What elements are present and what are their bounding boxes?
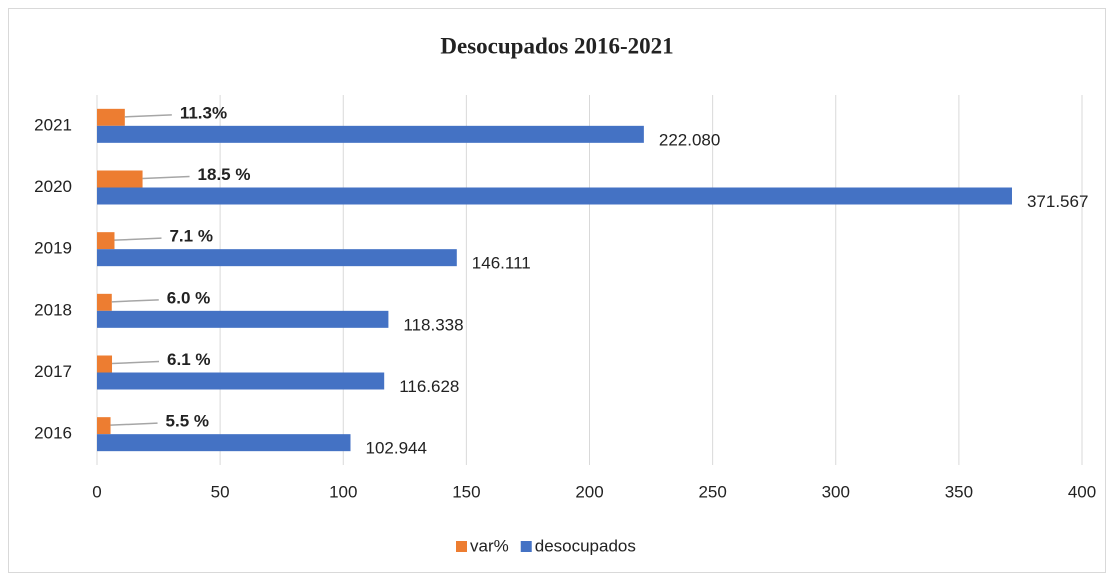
data-label: 222.080 xyxy=(659,130,720,149)
x-tick-label: 400 xyxy=(1068,482,1096,501)
legend-label: desocupados xyxy=(535,536,636,555)
data-label: 371.567 xyxy=(1027,192,1088,211)
y-tick-label: 2016 xyxy=(34,424,72,443)
bar xyxy=(97,187,1012,205)
bar xyxy=(97,310,389,328)
x-tick-label: 0 xyxy=(92,482,101,501)
data-label: 5.5 % xyxy=(166,412,209,431)
chart-border xyxy=(8,8,1106,573)
bar xyxy=(97,293,112,311)
bar xyxy=(97,372,385,390)
x-tick-label: 50 xyxy=(211,482,230,501)
data-label: 11.3% xyxy=(180,103,227,122)
leader-line xyxy=(111,360,160,365)
bar xyxy=(97,125,644,143)
legend-swatch xyxy=(456,541,467,552)
bar xyxy=(97,232,115,250)
y-tick-label: 2020 xyxy=(34,177,72,196)
bar xyxy=(97,434,351,452)
x-tick-label: 350 xyxy=(945,482,973,501)
y-tick-label: 2019 xyxy=(34,239,72,258)
y-tick-label: 2018 xyxy=(34,300,72,319)
data-label: 146.111 xyxy=(472,254,531,273)
leader-line xyxy=(111,299,159,303)
x-tick-label: 150 xyxy=(452,482,480,501)
bar xyxy=(97,170,143,188)
x-tick-label: 100 xyxy=(329,482,357,501)
x-tick-label: 250 xyxy=(698,482,726,501)
data-label: 7.1 % xyxy=(169,227,212,246)
x-tick-label: 200 xyxy=(575,482,603,501)
leader-line xyxy=(142,175,190,180)
data-label: 6.1 % xyxy=(167,350,210,369)
bar xyxy=(97,355,113,373)
data-label: 118.338 xyxy=(403,315,463,334)
y-tick-label: 2021 xyxy=(34,115,72,134)
data-label: 116.628 xyxy=(399,377,459,396)
bar xyxy=(97,417,111,435)
legend-swatch xyxy=(520,541,532,552)
chart-title: Desocupados 2016-2021 xyxy=(440,33,673,58)
leader-line xyxy=(110,422,158,426)
data-label: 102.944 xyxy=(365,439,426,458)
x-tick-label: 300 xyxy=(822,482,850,501)
data-label: 6.0 % xyxy=(167,288,210,307)
leader-line xyxy=(114,237,162,241)
leader-line xyxy=(124,114,172,118)
y-tick-label: 2017 xyxy=(34,362,72,381)
legend-label: var% xyxy=(470,536,509,555)
data-label: 18.5 % xyxy=(198,165,251,184)
bar xyxy=(97,249,457,267)
bar xyxy=(97,108,125,126)
